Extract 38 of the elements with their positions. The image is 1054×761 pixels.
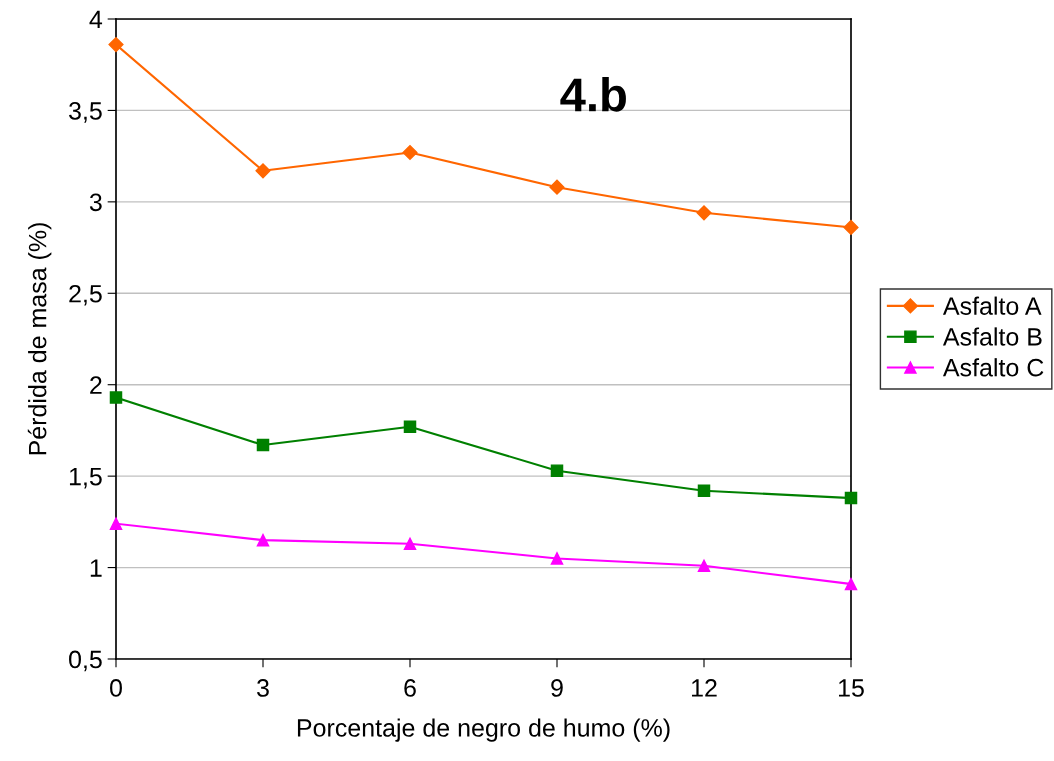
x-tick-label: 9 [551, 679, 563, 697]
point [844, 491, 858, 505]
x-axis-title: Porcentaje de negro de humo (%) [297, 718, 670, 742]
x-tick-label: 3 [257, 679, 269, 697]
y-axis-title: Pérdida de masa (%) [27, 223, 52, 455]
point [549, 179, 565, 195]
point [108, 37, 124, 53]
point [403, 420, 417, 434]
point [255, 163, 271, 179]
y-tick-label: 3 [89, 193, 102, 212]
y-tick-label: 3,5 [69, 102, 102, 123]
legend-label: Asfalto A [942, 296, 1042, 315]
point [109, 517, 123, 530]
point [109, 391, 123, 404]
point [256, 438, 270, 452]
point [550, 464, 564, 477]
legend-label: Asfalto C [942, 358, 1044, 377]
point [256, 533, 270, 547]
x-tick-label: 15 [839, 679, 864, 697]
point [696, 205, 712, 221]
x-tick-label: 0 [110, 679, 122, 697]
point [697, 484, 711, 498]
x-tick-label: 6 [404, 679, 416, 697]
text: 4.b [560, 76, 626, 112]
y-tick-label: 1 [90, 559, 102, 577]
legend-label: Asfalto B [942, 327, 1042, 346]
point [697, 559, 711, 572]
y-tick-label: 4 [89, 10, 103, 29]
point [403, 537, 417, 551]
point [844, 577, 858, 591]
y-tick-label: 0,5 [69, 650, 102, 672]
x-tick-label: 12 [692, 679, 717, 697]
point [550, 552, 564, 565]
y-tick-label: 1,5 [69, 468, 102, 489]
y-tick-label: 2 [90, 376, 102, 394]
y-tick-label: 2,5 [69, 284, 102, 306]
point [402, 144, 418, 161]
point [843, 219, 859, 236]
